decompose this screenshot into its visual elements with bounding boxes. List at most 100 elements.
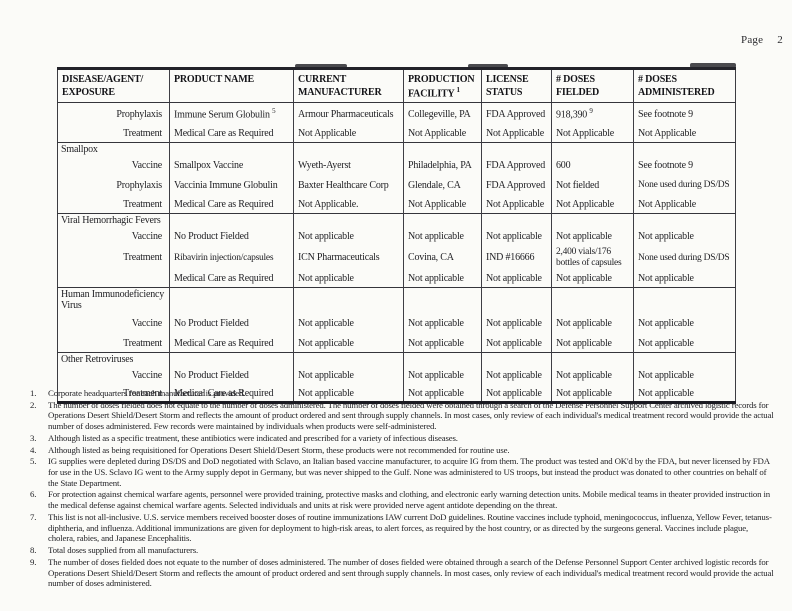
table-row-treatment: Treatment Medical Care as Required Not A… <box>58 124 736 143</box>
cell-facility: Not applicable <box>403 226 482 246</box>
cell-license: Not Applicable <box>481 195 552 214</box>
cell-license: Not applicable <box>481 269 552 288</box>
footnote-item: 9. The number of doses fielded does not e… <box>30 557 774 589</box>
cell-exposure-type: Treatment <box>123 198 162 210</box>
cell-manufacturer: Not Applicable. <box>293 195 404 214</box>
section-row-other-retroviruses: Other Retroviruses <box>57 351 736 366</box>
footnote-item: 7. This list is not all-inclusive. U.S. s… <box>30 512 774 544</box>
cell-exposure-type: Vaccine <box>131 230 162 242</box>
cell-doses-fielded: Not applicable <box>551 269 634 288</box>
cell-facility: Glendale, CA <box>403 175 482 196</box>
cell-exposure-type: Vaccine <box>131 317 162 329</box>
cell-exposure-type <box>58 270 170 288</box>
section-row-viral-hemorrhagic-fevers: Viral Hemorrhagic Fevers <box>57 212 736 227</box>
footnote-text: The number of doses fielded does not equ… <box>48 399 774 432</box>
footnote-ref-5: 5 <box>272 107 276 116</box>
cell-product-name: Medical Care as Required <box>169 124 294 143</box>
cell-exposure-type: Treatment <box>123 337 162 349</box>
cell-doses-administered: See footnote 9 <box>633 102 736 125</box>
footnote-item: 5. IG supplies were depleted during DS/DS… <box>30 456 774 488</box>
footnote-text: Total doses supplied from all manufactur… <box>48 545 199 556</box>
page-number: Page 2 <box>741 34 783 46</box>
cell-product-name: Vaccinia Immune Globulin <box>169 175 294 196</box>
footnote-number: 6. <box>30 489 37 500</box>
cell-facility: Not applicable <box>403 312 482 335</box>
cell-license: Not applicable <box>481 384 552 403</box>
footnote-text: For protection against chemical warfare … <box>48 489 770 511</box>
cell-doses-fielded: Not applicable <box>551 334 634 353</box>
col-header-doses-administered: # DOSES ADMINISTERED <box>633 68 736 104</box>
footnote-text: Although listed as being requisitioned f… <box>48 444 510 455</box>
cell-manufacturer: Wyeth-Ayerst <box>293 156 404 176</box>
cell-doses-administered: Not applicable <box>633 384 736 403</box>
products-table: DISEASE/AGENT/ EXPOSURE PRODUCT NAME CUR… <box>57 67 736 405</box>
cell-doses-administered: Not applicable <box>633 365 736 385</box>
footnote-number: 1. <box>30 388 37 398</box>
cell-doses-administered: See footnote 9 <box>633 156 736 176</box>
section-label: Other Retroviruses <box>57 351 170 366</box>
footnote-text: The number of doses fielded does not equ… <box>48 556 774 589</box>
cell-doses-administered: Not applicable <box>633 269 736 288</box>
cell-doses-administered: Not applicable <box>633 334 736 353</box>
cell-doses-administered: None used during DS/DS <box>633 175 736 196</box>
footnote-text: IG supplies were depleted during DS/DS a… <box>48 456 770 488</box>
cell-license: FDA Approved <box>481 102 552 125</box>
footnotes-list: 1. Corporate headquarters for each manufa… <box>30 388 774 590</box>
cell-facility: Not applicable <box>403 334 482 353</box>
footnote-number: 7. <box>30 511 37 522</box>
footnote-number: 8. <box>30 545 37 556</box>
table-row-smallpox-vaccine: Vaccine Smallpox Vaccine Wyeth-Ayerst Ph… <box>58 156 736 176</box>
cell-doses-fielded: 600 <box>551 156 634 176</box>
cell-facility: Philadelphia, PA <box>403 156 482 176</box>
footnote-ref-1: 1 <box>456 86 461 94</box>
cell-doses-fielded: Not applicable <box>551 384 634 403</box>
cell-manufacturer: Not applicable <box>293 384 404 403</box>
footnote-text: Although listed as a specific treatment,… <box>48 432 458 443</box>
table-row-vhf-treatment: Treatment Ribavirin injection/capsules I… <box>58 245 736 270</box>
cell-facility: Not Applicable <box>403 195 482 214</box>
cell-doses-fielded: Not Applicable <box>551 195 634 214</box>
col-header-current-manufacturer: CURRENT MANUFACTURER <box>293 68 404 104</box>
cell-facility: Not applicable <box>403 269 482 288</box>
col-header-license-status: LICENSE STATUS <box>481 68 552 104</box>
cell-facility: Covina, CA <box>403 245 482 270</box>
cell-doses-fielded: Not applicable <box>551 312 634 335</box>
section-label: Smallpox <box>57 142 170 157</box>
cell-doses-fielded: Not Applicable <box>551 124 634 143</box>
cell-product-name: Medical Care as Required <box>169 384 294 403</box>
section-label: Viral Hemorrhagic Fevers <box>57 212 170 227</box>
section-label: Human Immunodeficiency Virus <box>57 287 170 313</box>
cell-license: Not Applicable <box>481 124 552 143</box>
footnote-number: 4. <box>30 444 37 455</box>
table-row-vhf-vaccine: Vaccine No Product Fielded Not applicabl… <box>58 226 736 246</box>
table-row-hiv-vaccine: Vaccine No Product Fielded Not applicabl… <box>58 312 736 335</box>
cell-product-name: Medical Care as Required <box>169 195 294 214</box>
cell-exposure-type: Prophylaxis <box>116 179 162 191</box>
cell-facility: Not Applicable <box>403 124 482 143</box>
col-header-doses-fielded: # DOSES FIELDED <box>551 68 634 104</box>
cell-license: FDA Approved <box>481 156 552 176</box>
cell-manufacturer: Armour Pharmaceuticals <box>293 102 404 125</box>
cell-exposure-type: Treatment <box>123 128 162 140</box>
page-number-label: Page <box>741 34 764 46</box>
cell-doses-administered: Not Applicable <box>633 124 736 143</box>
section-row-smallpox: Smallpox <box>57 142 736 157</box>
table-row-retro-treatment: Treatment Medical Care as Required Not a… <box>58 384 736 403</box>
cell-manufacturer: Not applicable <box>293 312 404 335</box>
table-row-smallpox-prophylaxis: Prophylaxis Vaccinia Immune Globulin Bax… <box>58 175 736 196</box>
table-row-smallpox-treatment: Treatment Medical Care as Required Not A… <box>58 195 736 214</box>
cell-product-name: Ribavirin injection/capsules <box>169 245 294 270</box>
cell-license: Not applicable <box>481 334 552 353</box>
cell-manufacturer: Not applicable <box>293 269 404 288</box>
scan-artifact <box>690 63 736 68</box>
cell-license: Not applicable <box>481 226 552 246</box>
cell-manufacturer: ICN Pharmaceuticals <box>293 245 404 270</box>
cell-exposure-type: Treatment <box>123 252 162 264</box>
col-header-disease-agent-exposure: DISEASE/AGENT/ EXPOSURE <box>57 68 170 104</box>
cell-doses-administered: Not applicable <box>633 226 736 246</box>
cell-doses-fielded: Not applicable <box>551 365 634 385</box>
cell-product-name: Medical Care as Required <box>169 269 294 288</box>
cell-license: Not applicable <box>481 312 552 335</box>
footnote-number: 3. <box>30 432 37 443</box>
